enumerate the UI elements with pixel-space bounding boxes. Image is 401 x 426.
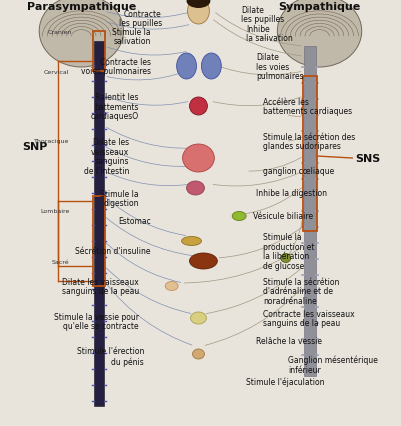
Ellipse shape xyxy=(176,54,196,80)
Text: Stimule la
digestion: Stimule la digestion xyxy=(100,189,139,208)
Ellipse shape xyxy=(232,212,245,221)
Ellipse shape xyxy=(187,0,209,25)
Ellipse shape xyxy=(39,0,123,68)
Bar xyxy=(94,42,104,406)
Text: Dilate les
vaisseaux
sanguins
de l'intestin: Dilate les vaisseaux sanguins de l'intes… xyxy=(83,138,129,176)
Text: Contracte les vaisseaux
sanguins de la peau: Contracte les vaisseaux sanguins de la p… xyxy=(262,309,354,328)
Text: Thoracique: Thoracique xyxy=(34,139,69,144)
Ellipse shape xyxy=(182,145,214,173)
Text: Stimule la vessie pour
qu'elle se contracte: Stimule la vessie pour qu'elle se contra… xyxy=(54,312,139,331)
Text: Estomac: Estomac xyxy=(118,217,150,226)
Text: Dilate les vaisseaux
sanguins de la peau: Dilate les vaisseaux sanguins de la peau xyxy=(61,277,139,296)
Text: Accélère les
battements cardiaques: Accélère les battements cardiaques xyxy=(262,98,351,116)
Ellipse shape xyxy=(192,349,204,359)
Text: Parasympathique: Parasympathique xyxy=(27,2,136,12)
Ellipse shape xyxy=(190,312,206,324)
Text: Ralentit les
battements
cardiaquesO: Ralentit les battements cardiaquesO xyxy=(91,92,139,121)
Text: Dilate
les voies
pulmonaires: Dilate les voies pulmonaires xyxy=(255,53,303,81)
Ellipse shape xyxy=(277,0,361,68)
Text: Inhibe
la salivation: Inhibe la salivation xyxy=(245,25,292,43)
Bar xyxy=(302,77,316,231)
Text: Ganglion mésentérique
inférieur: Ganglion mésentérique inférieur xyxy=(287,354,377,374)
Text: Stimule la
production et
la libération
de glucose: Stimule la production et la libération d… xyxy=(262,233,314,271)
Ellipse shape xyxy=(186,181,204,196)
Text: SNP: SNP xyxy=(22,142,47,152)
Text: Contracte
les pupilles: Contracte les pupilles xyxy=(118,10,161,28)
Bar xyxy=(303,47,315,376)
Text: Stimule la sécrétion des
glandes sudoripares: Stimule la sécrétion des glandes sudorip… xyxy=(262,132,354,151)
Ellipse shape xyxy=(201,54,221,80)
Text: SNS: SNS xyxy=(354,154,380,164)
Text: Vésicule biliaire: Vésicule biliaire xyxy=(252,212,312,221)
Ellipse shape xyxy=(165,282,178,291)
Bar xyxy=(93,32,105,72)
Ellipse shape xyxy=(189,253,217,269)
Ellipse shape xyxy=(186,0,210,9)
Text: Cervical: Cervical xyxy=(44,69,69,74)
Text: Cranien: Cranien xyxy=(48,29,72,35)
Text: ganglion cœliaque: ganglion cœliaque xyxy=(262,167,333,176)
Text: Contracte les
voies pulmonaires: Contracte les voies pulmonaires xyxy=(81,58,150,76)
Text: Sécrétion d'insuline: Sécrétion d'insuline xyxy=(75,247,150,256)
Text: Sympathique: Sympathique xyxy=(278,2,360,12)
Text: Inhibe la digestion: Inhibe la digestion xyxy=(255,189,326,198)
Ellipse shape xyxy=(189,98,207,116)
Text: Relâche la vessie: Relâche la vessie xyxy=(255,337,321,345)
Ellipse shape xyxy=(181,237,201,246)
Bar xyxy=(93,196,105,286)
Text: Stimule la sécrétion
d'adrénaline et de
noradrénaline: Stimule la sécrétion d'adrénaline et de … xyxy=(262,277,338,305)
Text: Stimule la
salivation: Stimule la salivation xyxy=(112,28,150,46)
Text: Dilate
les pupilles: Dilate les pupilles xyxy=(241,6,284,24)
Text: Stimule l'éjaculation: Stimule l'éjaculation xyxy=(245,376,324,386)
Text: Lombaire: Lombaire xyxy=(40,209,69,214)
Text: Stimule l'érection
du pénis: Stimule l'érection du pénis xyxy=(76,347,144,366)
Text: Sacré: Sacré xyxy=(52,259,69,264)
Ellipse shape xyxy=(280,254,290,263)
